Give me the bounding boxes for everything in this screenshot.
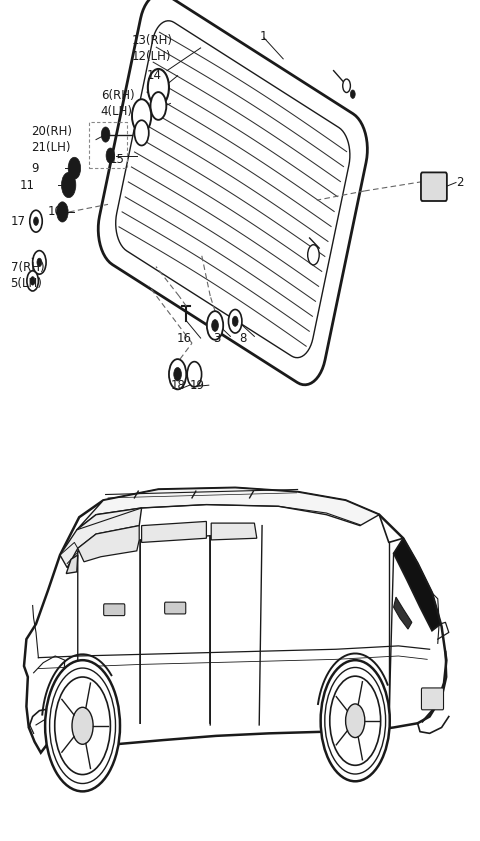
Circle shape	[169, 359, 186, 389]
Text: 21(LH): 21(LH)	[31, 140, 71, 154]
Circle shape	[350, 90, 355, 98]
Polygon shape	[394, 597, 412, 629]
Circle shape	[30, 210, 42, 232]
FancyBboxPatch shape	[421, 172, 447, 201]
Circle shape	[212, 320, 218, 331]
Polygon shape	[77, 488, 379, 530]
Text: 1: 1	[259, 29, 267, 43]
Text: 11: 11	[19, 178, 34, 192]
Text: 17: 17	[11, 214, 25, 228]
Text: 3: 3	[214, 331, 221, 345]
Circle shape	[148, 69, 169, 106]
Circle shape	[228, 309, 242, 333]
Circle shape	[61, 172, 76, 198]
Circle shape	[101, 127, 110, 142]
Polygon shape	[60, 508, 142, 568]
Circle shape	[37, 258, 42, 267]
Circle shape	[308, 245, 319, 265]
Text: 5(LH): 5(LH)	[11, 277, 42, 290]
Text: 13(RH): 13(RH)	[132, 34, 173, 47]
Text: 8: 8	[239, 331, 246, 345]
Circle shape	[33, 251, 46, 274]
Circle shape	[325, 668, 385, 774]
Circle shape	[68, 157, 81, 179]
Text: 16: 16	[177, 331, 192, 345]
Circle shape	[49, 668, 116, 784]
Circle shape	[330, 676, 381, 765]
Circle shape	[106, 148, 115, 163]
Polygon shape	[78, 526, 139, 562]
Text: 19: 19	[190, 378, 204, 392]
Text: 10: 10	[48, 205, 63, 219]
Circle shape	[72, 707, 93, 744]
Circle shape	[346, 704, 365, 738]
Polygon shape	[66, 555, 78, 574]
Circle shape	[207, 311, 223, 340]
Circle shape	[27, 271, 38, 291]
Text: 7(RH): 7(RH)	[11, 261, 44, 274]
FancyBboxPatch shape	[165, 602, 186, 614]
Text: 6(RH): 6(RH)	[101, 88, 134, 102]
Polygon shape	[394, 538, 441, 631]
Circle shape	[132, 99, 151, 133]
Circle shape	[151, 93, 166, 120]
Circle shape	[174, 368, 181, 381]
Text: 12(LH): 12(LH)	[132, 50, 171, 63]
Polygon shape	[211, 523, 257, 540]
Circle shape	[343, 79, 350, 93]
Text: 15: 15	[109, 153, 124, 167]
Text: 14: 14	[146, 69, 161, 82]
Circle shape	[55, 677, 110, 775]
Text: 18: 18	[170, 378, 185, 392]
Text: 20(RH): 20(RH)	[31, 124, 72, 138]
Polygon shape	[142, 521, 206, 542]
Circle shape	[30, 277, 35, 285]
Circle shape	[45, 660, 120, 791]
Polygon shape	[98, 0, 367, 385]
Circle shape	[187, 362, 202, 387]
Text: 9: 9	[31, 161, 39, 175]
Circle shape	[57, 202, 68, 222]
FancyBboxPatch shape	[421, 688, 444, 710]
Circle shape	[34, 217, 38, 225]
Polygon shape	[24, 488, 446, 753]
Circle shape	[321, 660, 390, 781]
Circle shape	[232, 316, 238, 326]
Circle shape	[134, 120, 149, 145]
Text: 4(LH): 4(LH)	[101, 104, 133, 118]
Text: 2: 2	[456, 176, 464, 189]
FancyBboxPatch shape	[104, 604, 125, 616]
